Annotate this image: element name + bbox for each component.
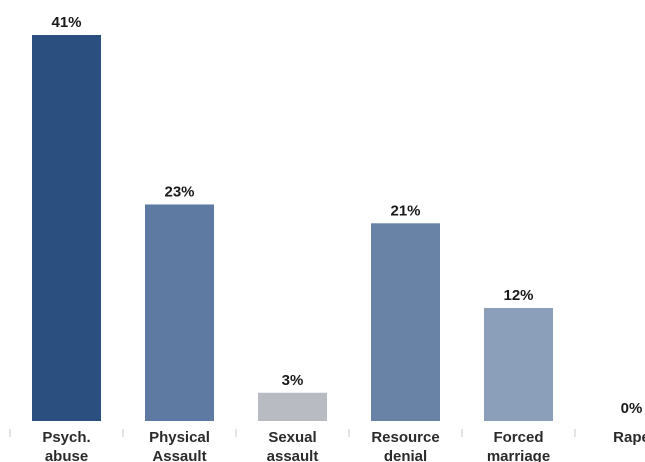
bar: [484, 308, 553, 421]
category-label-line: Assault: [152, 448, 206, 462]
bar-value-label: 23%: [164, 183, 194, 200]
category-label-line: denial: [384, 448, 427, 462]
bar: [371, 223, 440, 421]
bar: [258, 392, 327, 421]
category-label-line: Rape: [613, 429, 645, 446]
bar-value-label: 0%: [621, 400, 643, 417]
category-label: Sexual assault: [267, 429, 319, 462]
category-label: Forced marriage: [487, 429, 550, 462]
category-label-line: Physical: [149, 429, 210, 446]
category-label-line: Psych.: [42, 429, 90, 446]
category-label: Psych. abuse: [42, 429, 90, 462]
category-label-line: Sexual: [268, 429, 316, 446]
category-label-line: Resource: [371, 429, 439, 446]
category-label-line: abuse: [45, 448, 88, 462]
bar: [32, 35, 101, 421]
category-label-line: assault: [267, 448, 319, 462]
bar-value-label: 12%: [503, 287, 533, 304]
bar: [145, 204, 214, 421]
category-label: Resource denial: [371, 429, 439, 462]
category-label: Rape: [613, 429, 645, 446]
bar-value-label: 21%: [390, 202, 420, 219]
category-label-line: Forced: [493, 429, 543, 446]
category-label-line: marriage: [487, 448, 550, 462]
category-label: Physical Assault: [149, 429, 210, 462]
bar-value-label: 41%: [51, 14, 81, 31]
bar-value-label: 3%: [282, 372, 304, 389]
